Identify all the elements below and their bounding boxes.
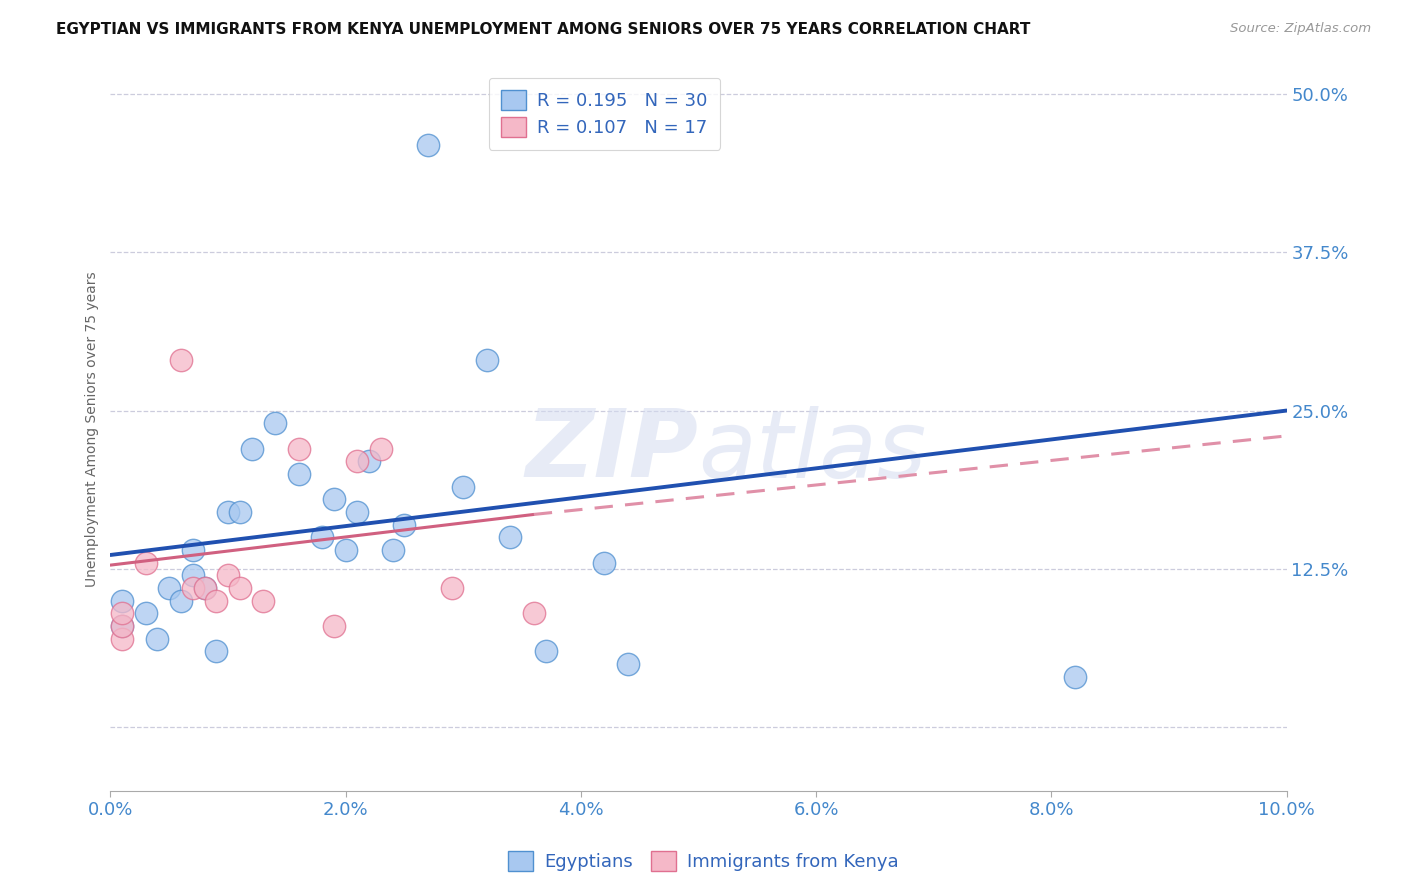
Legend: Egyptians, Immigrants from Kenya: Egyptians, Immigrants from Kenya [501, 844, 905, 879]
Point [193, 581, 215, 595]
Point [370, 442, 392, 456]
Point [135, 556, 157, 570]
Point [440, 581, 463, 595]
Point [111, 632, 134, 646]
Point [181, 568, 204, 582]
Point [229, 505, 252, 519]
Point [359, 454, 381, 468]
Point [617, 657, 640, 671]
Point [111, 593, 134, 607]
Legend: R = 0.195   N = 30, R = 0.107   N = 17: R = 0.195 N = 30, R = 0.107 N = 17 [488, 78, 720, 150]
Point [311, 530, 333, 544]
Point [205, 644, 228, 658]
Point [111, 619, 134, 633]
Point [523, 606, 546, 620]
Point [287, 467, 309, 481]
Point [229, 581, 252, 595]
Text: ZIP: ZIP [526, 405, 699, 497]
Point [394, 517, 416, 532]
Point [451, 479, 474, 493]
Point [181, 581, 204, 595]
Point [170, 352, 193, 367]
Point [322, 492, 344, 507]
Text: Source: ZipAtlas.com: Source: ZipAtlas.com [1230, 22, 1371, 36]
Text: EGYPTIAN VS IMMIGRANTS FROM KENYA UNEMPLOYMENT AMONG SENIORS OVER 75 YEARS CORRE: EGYPTIAN VS IMMIGRANTS FROM KENYA UNEMPL… [56, 22, 1031, 37]
Point [252, 593, 274, 607]
Point [181, 542, 204, 557]
Point [534, 644, 557, 658]
Point [111, 606, 134, 620]
Point [157, 581, 180, 595]
Point [111, 619, 134, 633]
Point [287, 442, 309, 456]
Point [381, 542, 404, 557]
Point [346, 454, 368, 468]
Point [475, 352, 498, 367]
Point [170, 593, 193, 607]
Point [264, 416, 287, 430]
Point [416, 137, 439, 152]
Point [146, 632, 169, 646]
Y-axis label: Unemployment Among Seniors over 75 years: Unemployment Among Seniors over 75 years [86, 272, 100, 587]
Text: atlas: atlas [699, 406, 927, 497]
Point [346, 505, 368, 519]
Point [135, 606, 157, 620]
Point [217, 505, 239, 519]
Point [593, 556, 616, 570]
Point [240, 442, 263, 456]
Point [499, 530, 522, 544]
Point [1063, 670, 1085, 684]
Point [205, 593, 228, 607]
Point [193, 581, 215, 595]
Point [217, 568, 239, 582]
Point [335, 542, 357, 557]
Point [322, 619, 344, 633]
